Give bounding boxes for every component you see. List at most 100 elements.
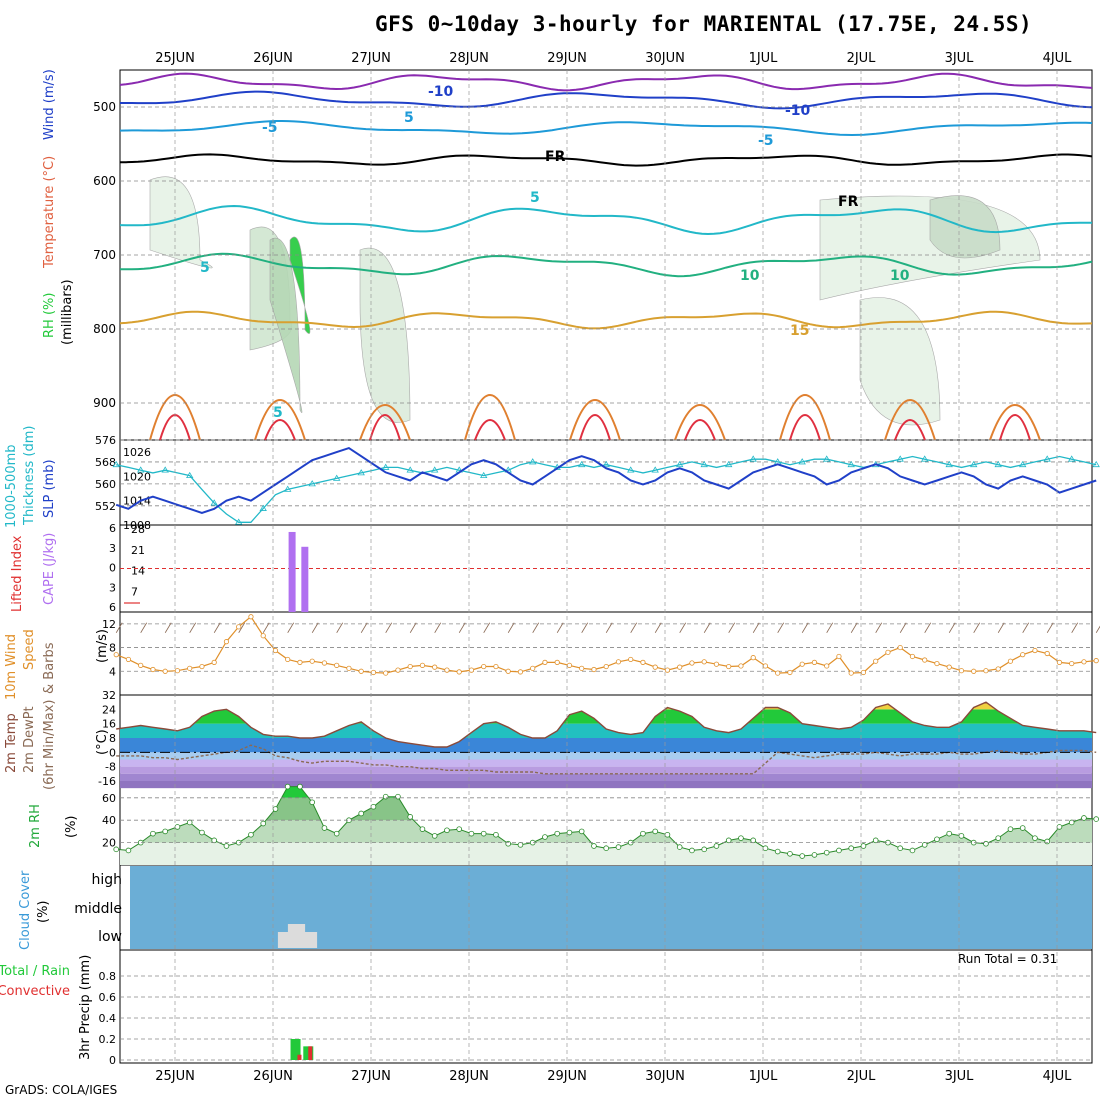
- cape-tick: 28: [131, 523, 145, 536]
- rh-point: [921, 842, 928, 848]
- wind-speed-point: [873, 658, 879, 664]
- wind-barb: [654, 622, 662, 633]
- rh-point: [260, 820, 267, 827]
- rh-shading-0: [149, 176, 213, 269]
- rh-point: [652, 828, 658, 835]
- rh-point: [897, 845, 903, 851]
- lifted-index-tick: 3: [109, 542, 116, 555]
- thickness-point: [234, 518, 243, 525]
- rh-point: [640, 830, 646, 837]
- slp-line: [115, 446, 1097, 514]
- wind-speed-point: [1069, 660, 1075, 667]
- lifted-index-tick: 0: [109, 562, 116, 575]
- rh-point: [248, 831, 254, 838]
- date-tick-bottom: 29JUN: [547, 1069, 587, 1084]
- thickness-y-tick: 552: [95, 500, 116, 513]
- wind-speed-point: [481, 663, 487, 670]
- thickness-point: [136, 466, 145, 473]
- rh-point: [1093, 816, 1099, 822]
- date-tick-top: 2JUL: [847, 51, 877, 66]
- wind-speed-point: [199, 663, 205, 670]
- rh-point: [554, 830, 560, 837]
- date-tick-bottom: 27JUN: [351, 1069, 391, 1084]
- slp-y-tick: 1026: [123, 446, 151, 459]
- rh-point: [664, 831, 671, 838]
- contour-label: 5: [273, 405, 283, 421]
- wind-speed-point: [346, 665, 352, 671]
- wind-speed-point: [811, 659, 818, 665]
- thickness-point: [994, 460, 1002, 468]
- run-total-label: Run Total = 0.31: [958, 952, 1058, 966]
- lifted-index-tick: 6: [109, 522, 116, 535]
- rh-point: [774, 848, 781, 855]
- wind-barb: [801, 622, 809, 633]
- temp2m-axis-label-4: (°C): [95, 729, 110, 755]
- contour-orange-15: [119, 310, 1093, 330]
- wind-speed-point: [836, 653, 842, 660]
- wind-speed-point: [946, 664, 952, 670]
- wind-speed-point: [272, 647, 279, 654]
- rh-point: [480, 830, 487, 837]
- panel-precip: [119, 949, 1093, 1064]
- wind-barb: [679, 622, 687, 633]
- rh-point: [456, 826, 463, 832]
- thickness-point: [406, 466, 414, 473]
- wind-barb: [336, 622, 344, 633]
- rh-point: [370, 803, 377, 810]
- date-tick-bottom: 30JUN: [645, 1069, 685, 1084]
- thickness-point: [332, 474, 341, 481]
- thickness-point: [945, 460, 953, 468]
- thickness-point: [969, 460, 978, 468]
- wind-barb: [728, 622, 736, 633]
- wind-barb: [483, 622, 491, 633]
- contour-warm-5: [674, 404, 726, 441]
- wind-speed-point: [383, 670, 389, 676]
- thickness-line: [116, 455, 1097, 523]
- wind-speed-point: [444, 667, 450, 673]
- wind-barb: [213, 622, 221, 633]
- rh-point: [983, 840, 989, 847]
- contour-hot-6: [789, 414, 821, 441]
- wind-speed-point: [162, 668, 168, 674]
- rh-fill: [120, 842, 1092, 865]
- contour-warm-3: [464, 394, 516, 441]
- wind-speed-point: [493, 663, 499, 670]
- contour-hot-3: [474, 419, 506, 441]
- wind-speed-point: [174, 668, 181, 674]
- wind-speed-point: [664, 667, 671, 673]
- temp-band: [120, 759, 1092, 767]
- wind-speed-point: [579, 665, 585, 671]
- wind-speed-point: [848, 670, 854, 676]
- wind-speed-point: [530, 665, 536, 671]
- rh-point: [321, 825, 328, 831]
- precip-total-bar: [290, 1039, 301, 1060]
- upper-y-tick: 700: [93, 248, 116, 262]
- contour-cyan-m5: [119, 120, 1093, 137]
- thickness-point: [675, 460, 684, 468]
- date-tick-bottom: 25JUN: [155, 1069, 195, 1084]
- thickness-point: [896, 455, 904, 462]
- rh-point: [713, 843, 720, 849]
- rh-point: [591, 843, 597, 849]
- rh-point: [407, 814, 414, 820]
- rh-point: [725, 837, 732, 844]
- thickness-point: [381, 463, 390, 470]
- wind-speed-point: [248, 614, 254, 620]
- rh-y-tick: 20: [102, 837, 116, 850]
- contour-label: FR: [545, 149, 566, 165]
- rh-point: [1032, 835, 1038, 841]
- wind-speed-point: [456, 669, 462, 675]
- rh-point: [872, 837, 879, 844]
- rh-point: [946, 830, 952, 837]
- rh-point: [823, 849, 830, 856]
- rh-point: [431, 833, 438, 839]
- wind-speed-point: [591, 666, 597, 673]
- wind-speed-point: [787, 669, 793, 676]
- date-tick-bottom: 1JUL: [749, 1069, 779, 1084]
- rh-fill: [281, 786, 399, 798]
- contour-cyan-5: [119, 204, 1093, 236]
- upper-y-tick: 600: [93, 174, 116, 188]
- rh-shading-4: [359, 247, 411, 423]
- thickness-y-tick: 576: [95, 434, 116, 447]
- rh-point: [1007, 826, 1014, 832]
